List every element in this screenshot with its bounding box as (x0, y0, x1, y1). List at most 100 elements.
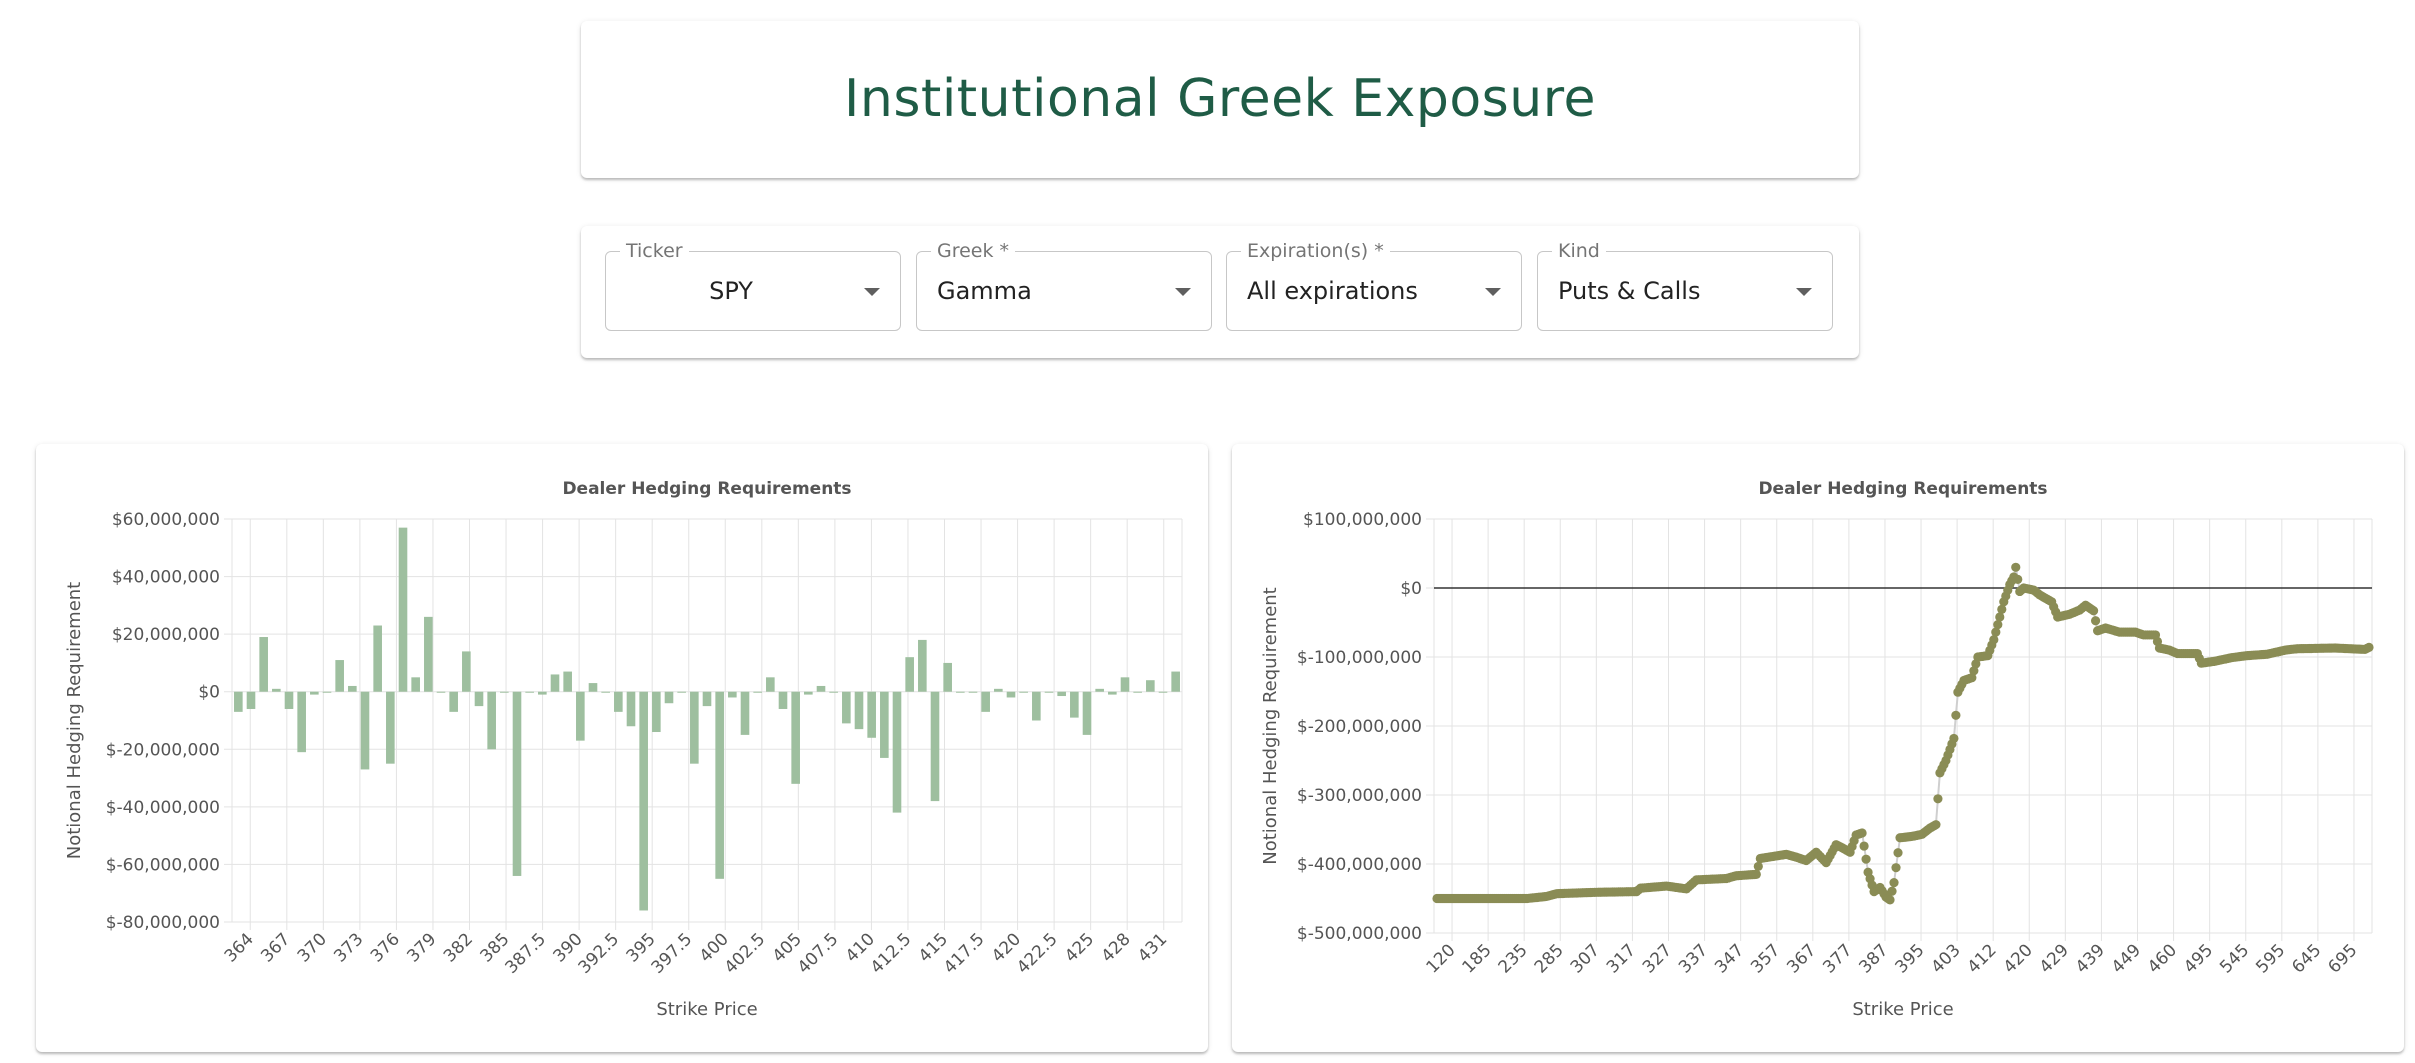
strike-scatter-chart-card: Dealer Hedging Requirements $100,000,000 $… (1232, 444, 2404, 1052)
bar (512, 691, 522, 876)
y-tick-label: $-300,000,000 (1297, 786, 1422, 806)
x-tick-label: 417.5 (940, 929, 989, 978)
expiration-select[interactable]: Expiration(s) * All expirations (1226, 239, 1522, 331)
bar (272, 688, 281, 692)
bar (1095, 688, 1104, 692)
bar (474, 691, 484, 707)
x-tick-label: 307 (1567, 940, 1604, 977)
bar (1082, 691, 1092, 735)
bar (968, 691, 978, 693)
chevron-down-icon (1485, 288, 1501, 296)
bar (1057, 691, 1066, 697)
bar (1044, 691, 1054, 693)
chart-title: Dealer Hedging Requirements (1758, 479, 2047, 499)
data-point (1751, 869, 1761, 879)
y-axis-title: Notional Hedging Requirement (64, 582, 85, 860)
x-tick-label: 185 (1459, 940, 1496, 977)
x-tick-label: 422.5 (1013, 929, 1062, 978)
kind-select-label: Kind (1552, 239, 1606, 263)
x-tick-label: 645 (2288, 940, 2325, 977)
greek-select-label: Greek * (931, 239, 1016, 263)
bar (930, 691, 940, 802)
expiration-select-label: Expiration(s) * (1241, 239, 1390, 263)
data-point (1989, 635, 1999, 645)
bar (626, 691, 636, 727)
bar (981, 691, 990, 712)
bar (905, 657, 914, 692)
bar (854, 691, 864, 730)
y-tick-label: $-400,000,000 (1297, 855, 1422, 875)
bar (1146, 680, 1155, 692)
bar (804, 691, 813, 695)
bar (816, 685, 826, 692)
x-tick-label: 695 (2324, 940, 2361, 977)
x-tick-label: 387.5 (502, 929, 551, 978)
y-tick-label: $-40,000,000 (106, 798, 220, 818)
bar (614, 691, 623, 712)
expiration-select-value: All expirations (1247, 277, 1418, 305)
bar (778, 691, 788, 709)
x-tick-label: 370 (294, 929, 331, 966)
bar (702, 691, 712, 707)
data-point (1931, 820, 1941, 830)
bar (753, 691, 762, 693)
chevron-down-icon (864, 288, 880, 296)
bar (259, 637, 268, 692)
bar (715, 691, 724, 879)
data-point (2088, 606, 2099, 616)
bar (487, 691, 496, 750)
data-point (1885, 895, 1895, 905)
bar (1133, 691, 1142, 693)
x-tick-label: 439 (2072, 940, 2109, 977)
bar (880, 691, 889, 758)
x-tick-label: 431 (1134, 929, 1171, 966)
bar (791, 691, 800, 784)
x-tick-label: 347 (1711, 940, 1748, 977)
data-point (1971, 659, 1981, 669)
x-tick-label: 460 (2144, 940, 2181, 977)
bar (829, 691, 838, 693)
bar (1108, 691, 1117, 695)
strike-bar-chart: Dealer Hedging Requirements $60,000,000 $4… (64, 479, 1183, 1020)
bar (956, 691, 965, 693)
x-tick-label: 403 (1928, 940, 1965, 977)
ticker-select[interactable]: Ticker SPY (605, 239, 901, 331)
bar (842, 691, 851, 724)
data-point (1993, 619, 2003, 630)
data-point (1991, 627, 2001, 637)
bar (386, 691, 395, 764)
bar (918, 639, 927, 692)
bar (588, 683, 598, 692)
data-point (1969, 666, 1979, 676)
bar (867, 691, 876, 738)
data-point (1857, 828, 1867, 838)
y-tick-label: $40,000,000 (112, 568, 220, 588)
data-point (1861, 854, 1871, 864)
bar (1019, 691, 1028, 693)
x-tick-label: 397.5 (648, 929, 697, 978)
kind-select-value: Puts & Calls (1558, 277, 1701, 305)
bar (284, 691, 294, 709)
bar (1032, 691, 1041, 721)
bar (246, 691, 256, 709)
kind-select[interactable]: Kind Puts & Calls (1537, 239, 1833, 331)
x-tick-label: 379 (403, 929, 440, 966)
page-title: Institutional Greek Exposure (844, 69, 1596, 129)
ticker-select-value: SPY (709, 277, 753, 305)
x-tick-label: 317 (1603, 940, 1640, 977)
greek-select[interactable]: Greek * Gamma (916, 239, 1212, 331)
x-tick-label: 595 (2252, 940, 2289, 977)
x-tick-label: 420 (2000, 940, 2037, 977)
y-tick-label: $-500,000,000 (1297, 924, 1422, 944)
y-axis-title: Notional Hedging Requirement (1260, 587, 1281, 865)
x-axis-title: Strike Price (656, 999, 757, 1020)
x-tick-label: 428 (1098, 929, 1135, 966)
bar (234, 691, 243, 712)
bar (1070, 691, 1079, 718)
bar (766, 677, 775, 692)
bar (994, 688, 1003, 692)
bar (538, 691, 547, 695)
bar (639, 691, 648, 911)
x-tick-label: 377 (1819, 940, 1856, 977)
x-tick-label: 425 (1061, 929, 1098, 966)
